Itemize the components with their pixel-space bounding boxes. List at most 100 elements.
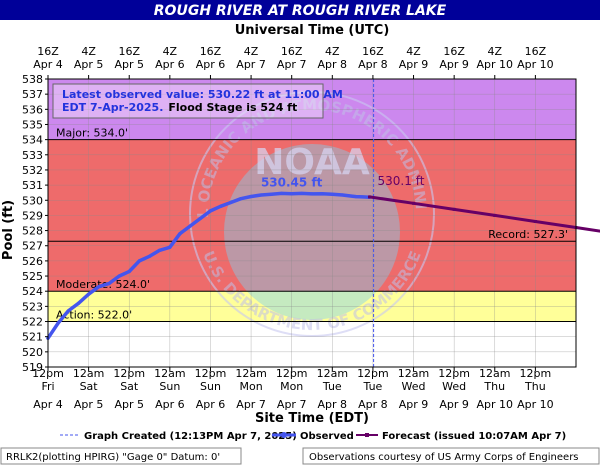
y-tick-label-536: 536 xyxy=(22,103,43,116)
observed-peak-label: 530.45 ft xyxy=(261,175,323,189)
latest-box-line2a: EDT 7-Apr-2025. xyxy=(62,101,163,114)
y-tick-label-531: 531 xyxy=(22,179,43,192)
top-tick-label-time-11: 4Z xyxy=(487,45,502,58)
series-lines xyxy=(46,191,600,340)
observed-point xyxy=(259,193,263,197)
bottom-tick-label-day-7: Tue xyxy=(322,380,342,393)
bottom-tick-label-date-2: Apr 5 xyxy=(114,398,144,411)
legend: Graph Created (12:13PM Apr 7, 2025) Obse… xyxy=(60,431,566,442)
bottom-tick-label-time-8: 12pm xyxy=(357,367,389,380)
top-tick-label-time-7: 4Z xyxy=(325,45,340,58)
observed-point xyxy=(290,192,294,196)
bottom-tick-label-date-3: Apr 6 xyxy=(155,398,185,411)
observed-point xyxy=(279,191,284,196)
bottom-tick-label-time-9: 12am xyxy=(398,367,429,380)
y-tick-label-533: 533 xyxy=(22,149,43,162)
observed-point xyxy=(178,232,182,236)
top-tick-label-date-7: Apr 8 xyxy=(318,58,348,71)
bottom-tick-label-date-5: Apr 7 xyxy=(236,398,266,411)
top-tick-label-date-10: Apr 9 xyxy=(439,58,469,71)
bottom-tick-label-day-6: Mon xyxy=(280,380,303,393)
bottom-tick-label-date-10: Apr 9 xyxy=(439,398,469,411)
threshold-label-3: Record: 527.3' xyxy=(488,228,568,241)
y-tick-label-520: 520 xyxy=(22,346,43,359)
plot-frame xyxy=(47,78,577,368)
top-tick-label-date-8: Apr 8 xyxy=(358,58,388,71)
y-axis-title: Pool (ft) xyxy=(1,200,16,260)
y-tick-label-535: 535 xyxy=(22,118,43,131)
observed-point xyxy=(76,301,81,305)
latest-observation-box: Latest observed value: 530.22 ft at 11:0… xyxy=(52,83,343,119)
top-tick-label-time-6: 16Z xyxy=(281,45,303,58)
forecast-point xyxy=(412,201,416,205)
forecast-point xyxy=(493,213,497,217)
bottom-tick-label-date-0: Apr 4 xyxy=(33,398,63,411)
bottom-tick-label-date-12: Apr 10 xyxy=(517,398,554,411)
observed-point xyxy=(340,193,345,197)
y-tick-label-532: 532 xyxy=(22,164,43,177)
threshold-lines: Major: 534.0'Moderate: 524.0'Action: 522… xyxy=(48,79,576,367)
top-tick-label-date-0: Apr 4 xyxy=(33,58,63,71)
legend-observed-marker xyxy=(281,432,287,438)
title-bar xyxy=(0,0,600,20)
observed-point xyxy=(300,191,304,196)
y-tick-label-523: 523 xyxy=(22,300,43,313)
bottom-tick-label-day-5: Mon xyxy=(239,380,262,393)
bottom-tick-label-day-9: Wed xyxy=(402,380,426,393)
bottom-tick-label-date-4: Apr 6 xyxy=(196,398,226,411)
bottom-tick-label-time-12: 12pm xyxy=(520,367,552,380)
legend-observed-label: Observed xyxy=(300,431,354,442)
observed-point xyxy=(269,192,273,196)
bottom-tick-label-day-10: Wed xyxy=(442,380,466,393)
observed-point xyxy=(66,309,70,313)
y-tick-label-528: 528 xyxy=(22,225,43,238)
watermark-ring xyxy=(189,91,435,337)
top-tick-label-time-2: 16Z xyxy=(118,45,140,58)
y-tick-label-522: 522 xyxy=(22,316,43,329)
top-tick-label-date-1: Apr 5 xyxy=(74,58,104,71)
observed-point xyxy=(249,194,253,199)
bottom-tick-label-time-4: 12pm xyxy=(195,367,227,380)
top-tick-label-date-11: Apr 10 xyxy=(477,58,514,71)
bottom-tick-label-date-9: Apr 9 xyxy=(399,398,429,411)
observed-point xyxy=(188,224,192,228)
bottom-tick-label-time-11: 12am xyxy=(479,367,510,380)
y-tick-label-534: 534 xyxy=(22,134,43,147)
footer-left-box xyxy=(0,447,242,465)
observed-point xyxy=(310,192,314,196)
top-tick-label-date-12: Apr 10 xyxy=(517,58,554,71)
top-tick-label-date-3: Apr 6 xyxy=(155,58,185,71)
y-tick-label-525: 525 xyxy=(22,270,43,283)
bottom-tick-label-day-2: Sat xyxy=(120,380,139,393)
top-tick-label-time-1: 4Z xyxy=(81,45,96,58)
top-axis-title: Universal Time (UTC) xyxy=(235,23,390,38)
top-tick-label-time-5: 4Z xyxy=(244,45,259,58)
bottom-tick-label-time-10: 12pm xyxy=(438,367,470,380)
top-tick-label-time-4: 16Z xyxy=(200,45,222,58)
bottom-tick-label-day-0: Fri xyxy=(41,380,54,393)
bottom-tick-label-date-11: Apr 10 xyxy=(477,398,514,411)
forecast-start-label: 530.1 ft xyxy=(378,174,425,188)
forecast-point xyxy=(533,219,537,223)
series-line-observed xyxy=(46,191,372,340)
top-tick-label-time-0: 16Z xyxy=(37,45,59,58)
observed-point xyxy=(239,197,243,201)
forecast-point xyxy=(452,207,456,211)
bottom-tick-label-day-4: Sun xyxy=(200,380,221,393)
threshold-label-2: Action: 522.0' xyxy=(56,309,132,322)
latest-box-line2: EDT 7-Apr-2025. Flood Stage is 524 ft xyxy=(62,101,297,114)
footer-right-text: Observations courtesy of US Army Corps o… xyxy=(309,452,579,463)
observed-point xyxy=(56,321,60,325)
bottom-tick-label-day-3: Sun xyxy=(159,380,180,393)
threshold-label-0: Major: 534.0' xyxy=(56,127,128,140)
bottom-tick-label-time-1: 12am xyxy=(73,367,104,380)
top-tick-label-date-2: Apr 5 xyxy=(114,58,144,71)
bottom-tick-label-time-6: 12pm xyxy=(276,367,308,380)
observed-point xyxy=(147,254,152,258)
observed-point xyxy=(87,292,91,296)
footer: RRLK2(plotting HPIRG) "Gage 0" Datum: 0'… xyxy=(0,447,600,465)
observed-point xyxy=(107,282,111,286)
legend-forecast-label: Forecast (issued 10:07AM Apr 7) xyxy=(382,431,566,442)
observed-point xyxy=(354,195,358,199)
